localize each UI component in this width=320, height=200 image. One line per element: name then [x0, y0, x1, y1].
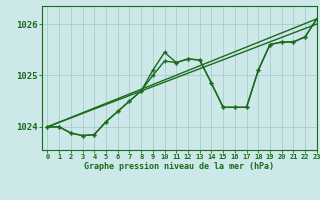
X-axis label: Graphe pression niveau de la mer (hPa): Graphe pression niveau de la mer (hPa) [84, 162, 274, 171]
